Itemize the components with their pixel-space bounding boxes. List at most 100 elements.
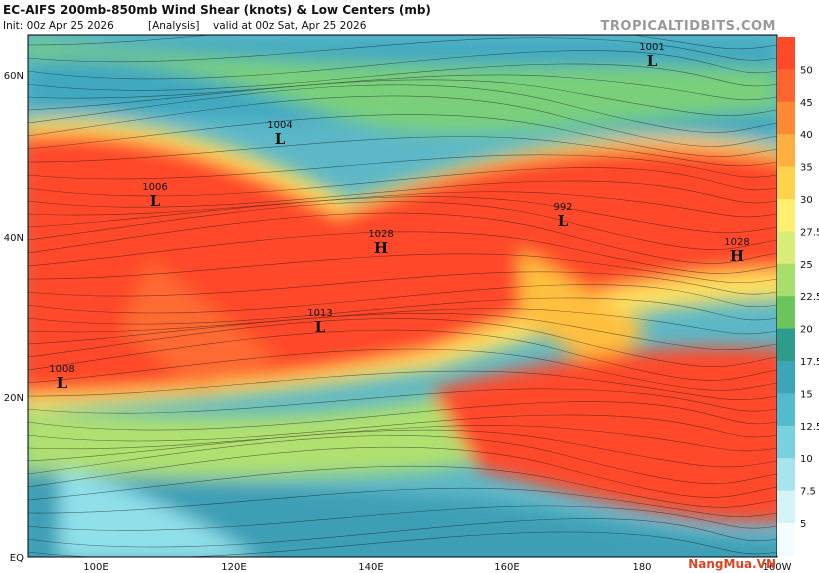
streamline xyxy=(28,446,777,498)
valid-time: valid at 00z Sat, Apr 25 2026 xyxy=(213,20,367,32)
colorbar-label: 5 xyxy=(800,519,806,530)
streamline xyxy=(28,284,777,314)
colorbar-band xyxy=(777,37,795,70)
streamline xyxy=(28,401,777,431)
streamline xyxy=(28,63,777,91)
colorbar-label: 20 xyxy=(800,325,813,336)
streamline xyxy=(28,84,777,133)
colorbar-band xyxy=(777,263,795,297)
pressure-value: 1008 xyxy=(49,364,74,375)
streamline xyxy=(28,425,777,452)
pressure-value: 1028 xyxy=(724,237,749,248)
colorbar-band xyxy=(777,393,795,427)
pressure-value: 1004 xyxy=(267,120,292,131)
lon-label: 100E xyxy=(83,562,108,573)
streamline xyxy=(28,74,777,101)
streamline xyxy=(28,518,777,548)
streamline xyxy=(28,313,777,351)
colorbar-band xyxy=(777,69,795,103)
colorbar-label: 30 xyxy=(800,195,813,206)
streamline xyxy=(28,37,777,63)
lon-label: 180 xyxy=(632,562,651,573)
streamline xyxy=(28,191,777,218)
colorbar: 50 45 40 35 30 27.5 25 22.5 20 17.5 15 12.5 10 7.5 5 xyxy=(777,37,819,556)
streamline xyxy=(28,154,777,180)
colorbar-band xyxy=(777,523,795,556)
streamline xyxy=(28,253,777,284)
colorbar-band xyxy=(777,425,795,459)
colorbar-label: 45 xyxy=(800,98,813,109)
streamline xyxy=(28,167,777,197)
lon-label: 160E xyxy=(494,562,519,573)
lon-label: 160W xyxy=(763,562,792,573)
brand: TROPICALTIDBITS.COM xyxy=(601,19,776,34)
colorbar-label: 40 xyxy=(800,130,813,141)
pressure-center: H xyxy=(730,247,744,265)
colorbar-band xyxy=(777,231,795,265)
pressure-center: L xyxy=(558,212,569,230)
lat-label: 20N xyxy=(4,393,24,404)
colorbar-label: 25 xyxy=(800,260,813,271)
map xyxy=(28,35,777,557)
colorbar-band xyxy=(777,134,795,168)
streamline xyxy=(28,318,777,367)
analysis-label: [Analysis] xyxy=(148,20,199,32)
pressure-value: 1028 xyxy=(368,229,393,240)
pressure-center: L xyxy=(647,52,658,70)
lat-label: 60N xyxy=(4,71,24,82)
colorbar-label: 15 xyxy=(800,389,813,400)
colorbar-label: 35 xyxy=(800,163,813,174)
colorbar-label: 12.5 xyxy=(800,422,819,433)
colorbar-label: 22.5 xyxy=(800,292,819,303)
streamline xyxy=(28,114,777,157)
streamline xyxy=(28,231,777,274)
colorbar-band xyxy=(777,361,795,394)
colorbar-band xyxy=(777,490,795,524)
streamline xyxy=(28,79,777,116)
pressure-center: L xyxy=(275,130,286,148)
streamline xyxy=(28,487,777,517)
streamline xyxy=(28,212,777,264)
pressure-center: H xyxy=(374,239,388,257)
pressure-value: 1013 xyxy=(307,308,332,319)
streamline xyxy=(28,35,777,50)
pressure-center: L xyxy=(57,374,68,392)
streamline xyxy=(28,505,777,531)
streamline xyxy=(28,348,777,391)
colorbar-label: 17.5 xyxy=(800,357,819,368)
colorbar-label: 50 xyxy=(800,65,813,76)
lat-label: EQ xyxy=(10,553,24,564)
streamline xyxy=(28,429,777,468)
colorbar-label: 10 xyxy=(800,454,813,465)
colorbar-label: 7.5 xyxy=(800,487,816,498)
colorbar-band xyxy=(777,328,795,362)
pressure-value: 992 xyxy=(553,202,572,213)
colorbar-band xyxy=(777,296,795,330)
lon-label: 140E xyxy=(358,562,383,573)
colorbar-label: 27.5 xyxy=(800,227,819,238)
streamline xyxy=(28,201,777,250)
streamline xyxy=(28,196,777,234)
streamline xyxy=(28,136,777,167)
pressure-value: 1006 xyxy=(142,182,167,193)
init-time: Init: 00z Apr 25 2026 xyxy=(3,20,114,32)
pressure-value: 1001 xyxy=(639,42,664,53)
streamline xyxy=(28,297,777,325)
colorbar-band xyxy=(777,458,795,492)
colorbar-band xyxy=(777,166,795,200)
pressure-center: L xyxy=(150,192,161,210)
streamline xyxy=(28,180,777,208)
streamline xyxy=(28,271,777,297)
streamline xyxy=(28,465,777,508)
watermark: NangMua.VN xyxy=(688,557,776,571)
title: EC-AIFS 200mb-850mb Wind Shear (knots) &… xyxy=(3,3,431,17)
lon-label: 120E xyxy=(221,562,246,573)
pressure-center: L xyxy=(315,318,326,336)
streamline xyxy=(28,329,777,381)
streamline xyxy=(28,388,777,414)
streamline xyxy=(28,435,777,485)
colorbar-band xyxy=(777,101,795,135)
streamline xyxy=(28,531,777,557)
streamline xyxy=(28,308,777,335)
